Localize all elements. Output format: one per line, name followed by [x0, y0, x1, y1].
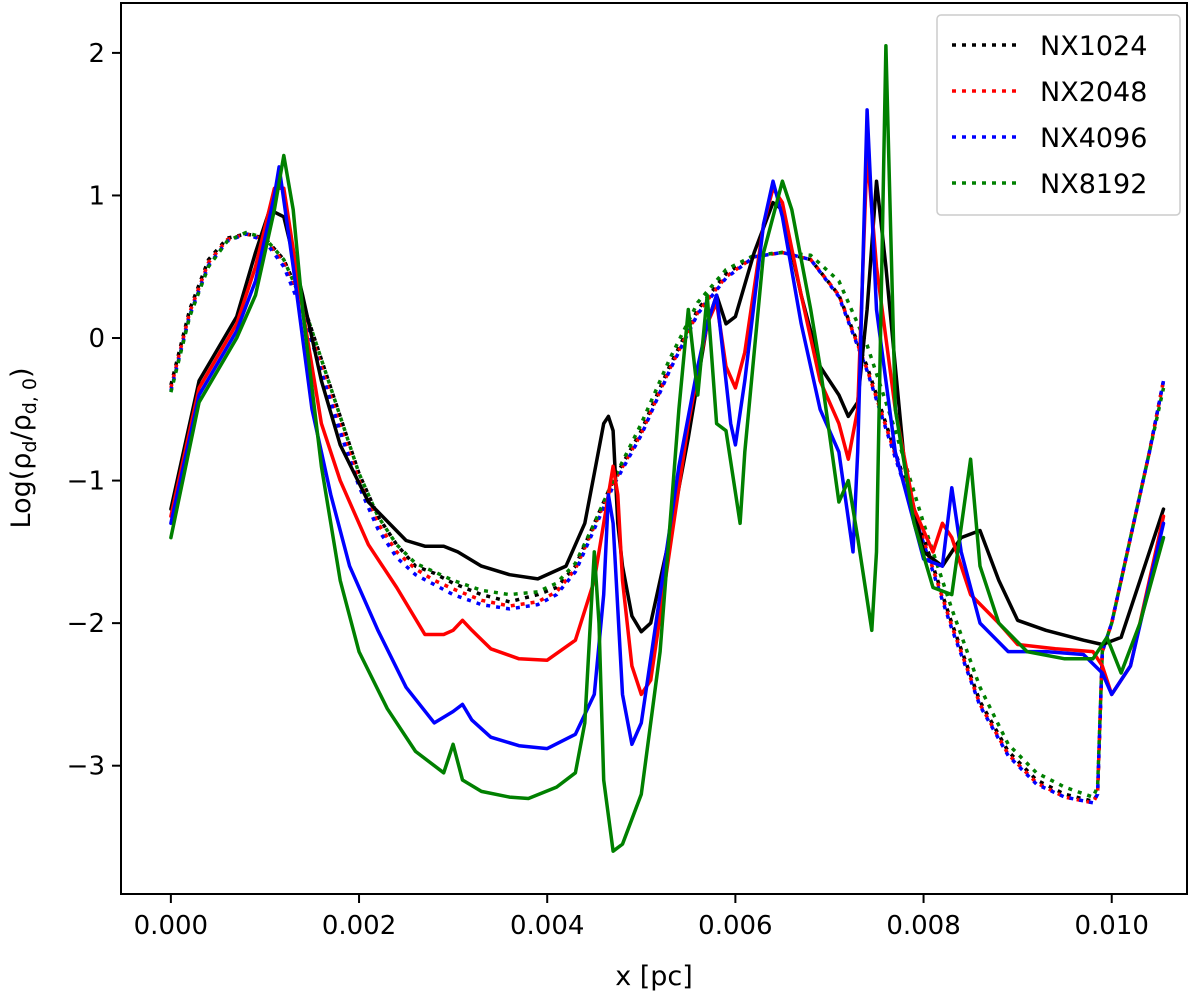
y-axis: −3 −2 −1 0 1 2 — [67, 39, 121, 782]
x-tick-label: 0.010 — [1075, 911, 1149, 941]
plot-frame — [120, 2, 1188, 895]
y-tick-label: 1 — [88, 181, 105, 211]
series-line-nx8192-dotted — [169, 230, 1166, 799]
y-tick-label: −2 — [67, 609, 105, 639]
x-tick-label: 0.002 — [322, 911, 396, 941]
legend: NX1024 NX2048 NX4096 NX8192 — [936, 14, 1181, 216]
y-tick-label: 2 — [88, 39, 105, 69]
x-tick-label: 0.008 — [886, 911, 960, 941]
legend-label-nx8192: NX8192 — [1040, 169, 1147, 200]
legend-label-nx1024: NX1024 — [1040, 31, 1147, 62]
y-axis-label-mid: /ρ — [6, 414, 37, 440]
y-axis-label: Log(ρd/ρd, 0) — [6, 368, 41, 529]
legend-label-nx4096: NX4096 — [1040, 123, 1147, 154]
legend-box — [936, 14, 1181, 216]
y-tick-label: 0 — [88, 324, 105, 354]
series-line-nx4096-solid — [169, 108, 1166, 751]
x-axis-label: x [pc] — [615, 961, 693, 992]
y-axis-label-sub2: d, 0 — [19, 378, 41, 414]
y-tick-label: −1 — [67, 467, 105, 497]
y-axis-label-main: Log(ρ — [6, 453, 37, 529]
x-tick-label: 0.004 — [510, 911, 584, 941]
legend-label-nx2048: NX2048 — [1040, 77, 1147, 108]
y-tick-label: −3 — [67, 752, 105, 782]
x-tick-label: 0.006 — [698, 911, 772, 941]
y-axis-label-sub1: d — [19, 441, 41, 453]
series-layer — [169, 44, 1166, 853]
x-axis: 0.000 0.002 0.004 0.006 0.008 0.010 — [134, 894, 1149, 941]
series-line-nx8192-solid — [169, 44, 1166, 853]
y-axis-label-end: ) — [6, 368, 37, 379]
x-tick-label: 0.000 — [134, 911, 208, 941]
